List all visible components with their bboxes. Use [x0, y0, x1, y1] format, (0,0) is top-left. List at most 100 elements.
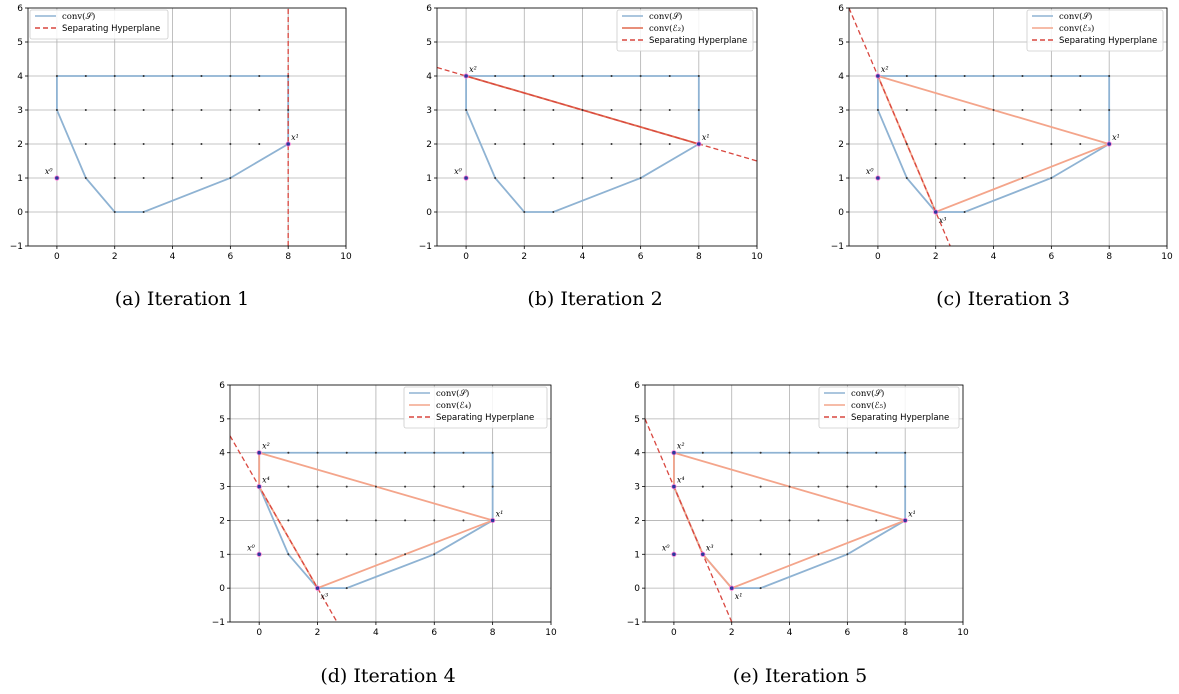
y-tick-label: 1 [219, 550, 225, 560]
y-tick-label: 2 [17, 140, 23, 150]
y-tick-label: 4 [838, 72, 844, 82]
iterate-label-0: x⁰ [866, 167, 875, 176]
x-tick-label: 0 [54, 252, 60, 262]
iterate-label-4: x⁴ [262, 476, 270, 485]
y-tick-label: 0 [426, 208, 432, 218]
y-tick-label: −1 [10, 242, 23, 252]
iterate-marker-1 [490, 517, 496, 524]
integer-point [287, 485, 290, 488]
y-tick-label: 6 [17, 4, 23, 14]
iterate-label-0: x⁰ [247, 543, 256, 552]
legend: conv(𝒮)conv(ℰ₃) Separating Hyperplane [1026, 9, 1164, 52]
y-tick-label: 6 [219, 381, 225, 391]
integer-point [701, 485, 704, 488]
legend-label-2: Separating Hyperplane [851, 413, 949, 423]
integer-point [316, 553, 319, 556]
integer-point [374, 451, 377, 454]
integer-point [759, 553, 762, 556]
iterate-label-1: x¹ [291, 133, 299, 142]
integer-point [113, 109, 116, 111]
integer-point [171, 75, 174, 77]
y-tick-label: 1 [634, 550, 640, 560]
chart-iteration-4: x⁰ x¹ x² x³ x⁴ 0 2 4 6 8 10 −1 0 1 2 3 4 5 6 conv(𝒮)conv(ℰ₄… [212, 381, 557, 638]
y-tick-label: 1 [17, 174, 23, 184]
legend-label-1: conv(ℰ₄) [436, 400, 471, 411]
plot-content [645, 418, 908, 622]
legend-label-0: conv(𝒮) [649, 11, 682, 22]
integer-point [491, 485, 494, 488]
integer-point [1050, 143, 1053, 145]
integer-point [404, 485, 407, 488]
integer-point [494, 109, 497, 111]
axes-frame [644, 384, 964, 623]
legend-label-1: conv(ℰ₂) [649, 23, 684, 34]
plot-content [55, 8, 290, 246]
x-tick-label: 2 [933, 252, 939, 262]
chart-iteration-5: x⁰ x¹ x² x³ x⁴ x¹ 0 2 4 6 8 10 −1 0 1 2 3 4 5 6 conv(𝒮)conv(… [627, 381, 969, 638]
y-tick-label: 4 [17, 72, 23, 82]
integer-point [258, 75, 261, 77]
integer-point [581, 177, 584, 179]
y-tick-label: 2 [219, 516, 225, 526]
y-tick-label: 3 [219, 483, 225, 493]
axes-frame [229, 384, 552, 623]
y-tick-label: 3 [634, 483, 640, 493]
integer-point [200, 177, 203, 179]
integer-point [258, 109, 261, 111]
y-tick-label: 5 [17, 38, 23, 48]
x-tick-label: 0 [875, 252, 881, 262]
chart-iteration-3: x⁰ x¹ x² x³ 0 2 4 6 8 10 −1 0 1 2 3 4 5 6 conv(𝒮)conv(ℰ₃) S… [831, 4, 1173, 262]
y-tick-label: 1 [426, 174, 432, 184]
integer-point [610, 177, 613, 179]
integer-point [846, 519, 849, 522]
integer-point [963, 143, 966, 145]
iterate-label-0: x⁰ [662, 543, 671, 552]
x-tick-label: 2 [315, 628, 321, 638]
y-tick-label: 0 [838, 208, 844, 218]
y-tick-label: 4 [219, 449, 225, 459]
integer-point [730, 553, 733, 556]
legend-box [818, 386, 960, 429]
caption-iteration-4: (d) Iteration 4 [320, 665, 456, 687]
x-tick-label: 6 [638, 252, 644, 262]
iterate-label-2: x² [469, 65, 477, 74]
axes-frame [848, 7, 1168, 247]
integer-point [84, 75, 87, 77]
legend-label-2: Separating Hyperplane [649, 36, 747, 46]
integer-point [433, 553, 436, 556]
integer-point [84, 177, 87, 179]
integer-point [171, 177, 174, 179]
integer-point [905, 75, 908, 77]
x-tick-label: 8 [490, 628, 496, 638]
integer-point [171, 143, 174, 145]
iterate-label-1: x¹ [908, 509, 916, 518]
integer-point [697, 75, 700, 77]
x-tick-label: 0 [463, 252, 469, 262]
integer-point [992, 109, 995, 111]
axes-frame [436, 7, 758, 247]
integer-point [1108, 109, 1111, 111]
legend-label-0: conv(𝒮) [436, 388, 469, 399]
integer-point [668, 143, 671, 145]
integer-point [229, 109, 232, 111]
y-tick-label: −1 [212, 618, 225, 628]
iterate-label-0: x⁰ [45, 167, 54, 176]
integer-point [552, 177, 555, 179]
integer-point [904, 451, 907, 454]
integer-point [730, 451, 733, 454]
integer-point [610, 75, 613, 77]
integer-point [639, 109, 642, 111]
integer-point [697, 109, 700, 111]
integer-point [287, 553, 290, 556]
x-tick-label: 0 [671, 628, 677, 638]
integer-point [701, 519, 704, 522]
integer-point [142, 109, 145, 111]
axes-frame [27, 7, 347, 247]
x-tick-label: 10 [1161, 252, 1173, 262]
integer-point [433, 451, 436, 454]
iterate-label-3: x³ [321, 592, 329, 601]
y-tick-label: 4 [634, 449, 640, 459]
iterate-marker-0 [463, 175, 469, 181]
integer-point [462, 519, 465, 522]
legend-label-2: Separating Hyperplane [1059, 36, 1157, 46]
